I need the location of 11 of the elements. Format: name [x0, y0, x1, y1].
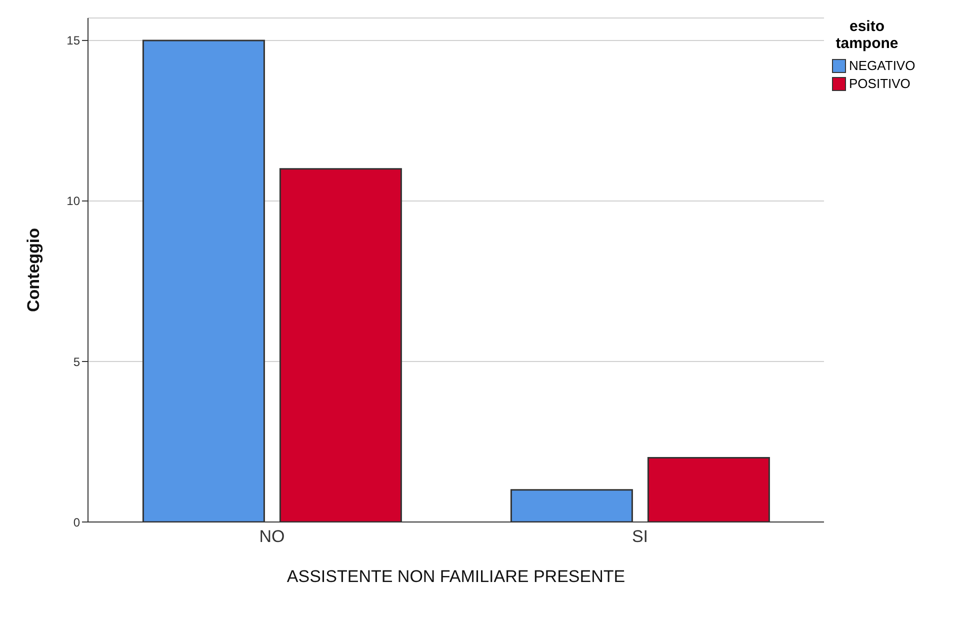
- y-tick-label: 10: [66, 194, 80, 208]
- legend-label: NEGATIVO: [849, 58, 916, 73]
- legend-label: POSITIVO: [849, 76, 910, 91]
- y-tick-label: 5: [73, 354, 80, 369]
- x-tick-label: NO: [259, 527, 285, 546]
- y-tick-label: 0: [73, 515, 80, 530]
- x-axis-title: ASSISTENTE NON FAMILIARE PRESENTE: [286, 567, 626, 586]
- y-axis-title: Conteggio: [24, 228, 44, 312]
- x-tick-label: SI: [632, 527, 648, 546]
- legend-title: esito tampone: [834, 18, 900, 52]
- y-tick-label: 15: [66, 34, 80, 48]
